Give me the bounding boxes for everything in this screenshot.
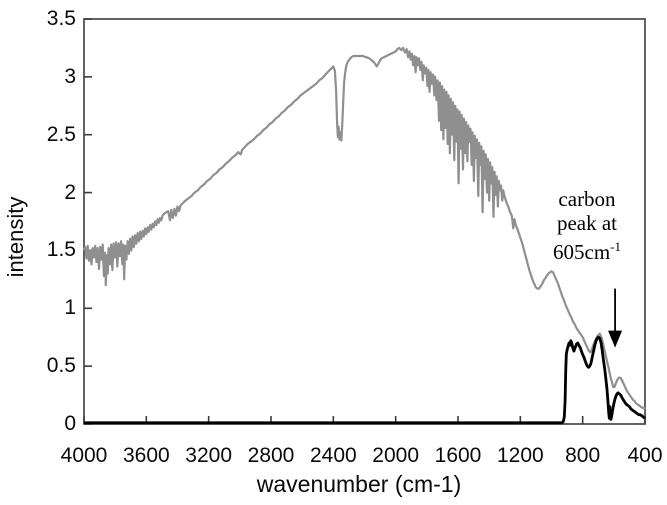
y-tick-label-2: 2	[64, 180, 76, 204]
annotation-line-3: 605cm-1	[553, 239, 621, 264]
annotation-line-1: carbon	[558, 187, 616, 211]
x-tick-label-2800: 2800	[247, 444, 295, 467]
annotation-line-2: peak at	[556, 211, 618, 235]
x-tick-label-2400: 2400	[309, 444, 357, 467]
y-tick-label-0: 0	[64, 412, 76, 435]
y-axis-title: intensity	[3, 196, 28, 278]
y-tick-label-1.5: 1.5	[46, 238, 76, 262]
x-tick-label-400: 400	[627, 444, 663, 467]
spectrum-lines	[82, 46, 646, 425]
y-tick-label-2.5: 2.5	[46, 122, 76, 146]
y-tick-label-0.5: 0.5	[46, 354, 76, 378]
x-tick-label-3600: 3600	[122, 444, 170, 467]
x-tick-label-2000: 2000	[372, 444, 420, 467]
arrow-head	[608, 330, 623, 348]
x-tick-label-1200: 1200	[496, 444, 544, 467]
x-tick-label-800: 800	[565, 444, 601, 467]
x-tick-label-1600: 1600	[434, 444, 482, 467]
y-tick-label-3.5: 3.5	[46, 7, 76, 30]
carbon-peak-annotation: carbon peak at 605cm-1	[516, 187, 658, 264]
carbon-spectrum-line	[84, 335, 646, 425]
x-tick-label-3200: 3200	[185, 444, 233, 467]
x-tick-label-4000: 4000	[60, 444, 108, 467]
sample-spectrum-line	[82, 46, 646, 410]
annotation-arrow	[608, 288, 623, 348]
y-tick-label-3: 3	[64, 64, 76, 88]
y-tick-label-1: 1	[64, 296, 76, 320]
x-axis-title: wavenumber (cm-1)	[256, 471, 462, 497]
